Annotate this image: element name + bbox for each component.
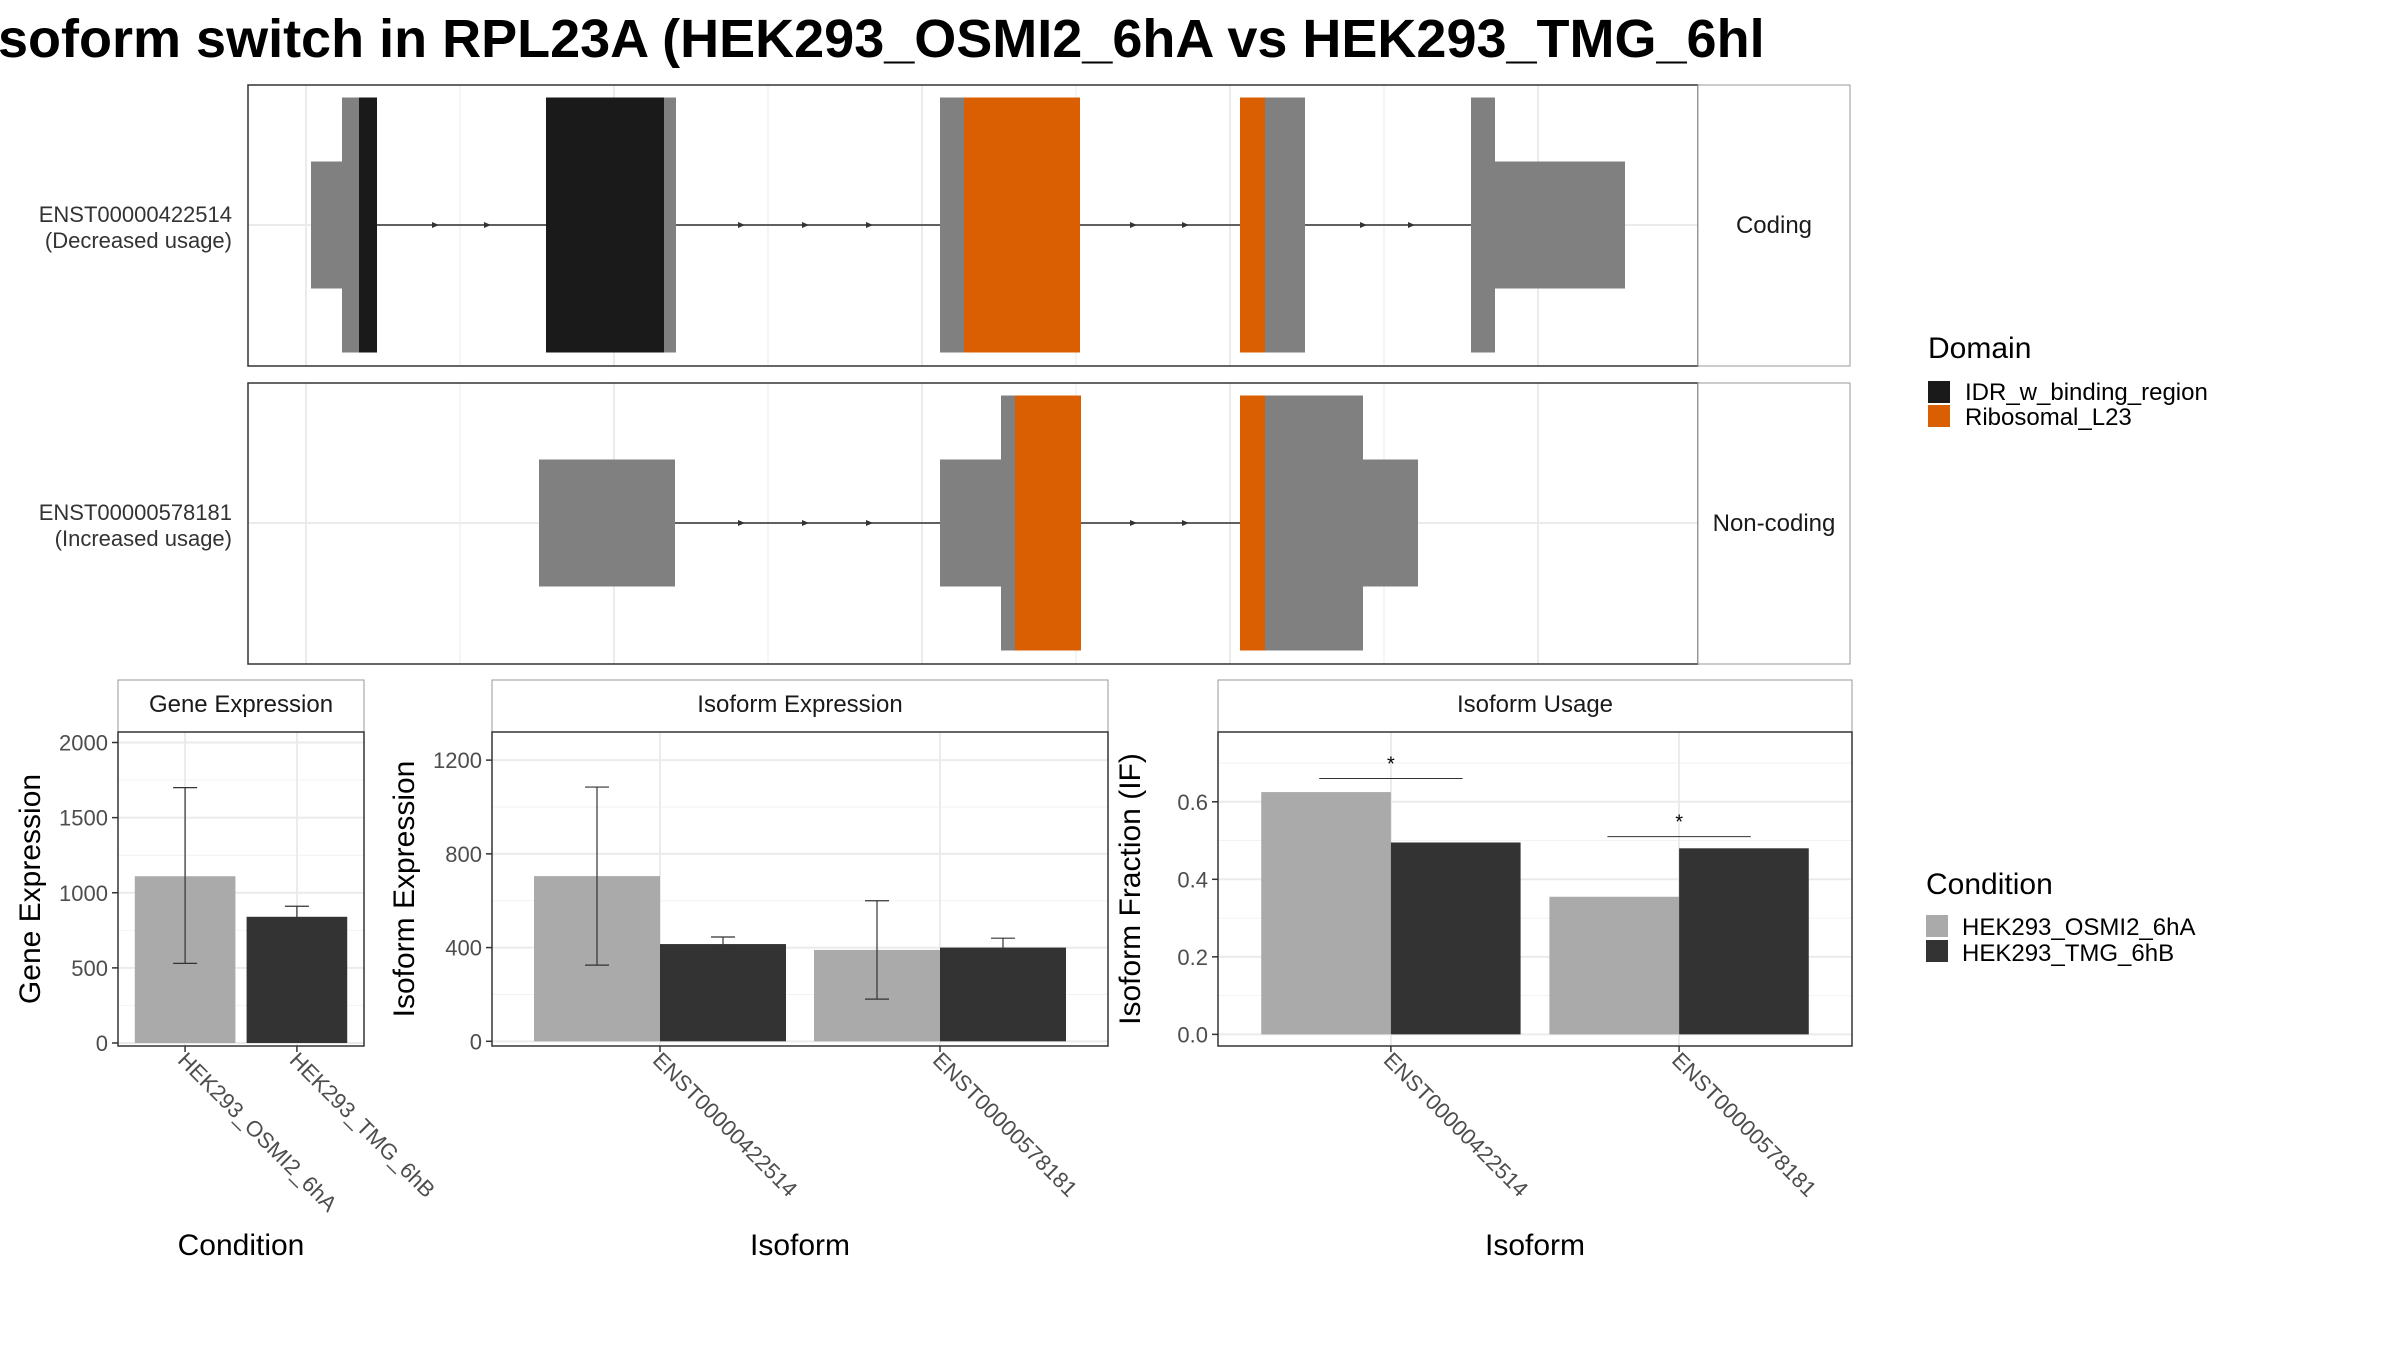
direction-arrow [866, 520, 873, 526]
legend-swatch-cond-b [1926, 940, 1948, 962]
transcript-label-0: ENST00000422514 [39, 202, 232, 227]
facet-strip [117, 679, 365, 733]
bar [1261, 792, 1391, 1035]
significance-label: * [1387, 754, 1395, 776]
facet-label-noncoding: Non-coding [1713, 510, 1836, 537]
direction-arrow [738, 222, 745, 228]
chart-isoform-usage: Isoform Usage * * 0.0 0.2 0.4 0.6 ENST000004225… [1114, 679, 1853, 1262]
direction-arrow [802, 222, 809, 228]
y-tick-label: 0.2 [1177, 945, 1208, 970]
direction-arrow [802, 520, 809, 526]
condition-legend: Condition HEK293_OSMI2_6hA HEK293_TMG_6h… [1926, 868, 2195, 967]
legend-swatch-cond-a [1926, 915, 1948, 937]
x-axis-title: Isoform [750, 1229, 850, 1262]
legend-swatch-idr [1928, 381, 1950, 403]
condition-legend-title: Condition [1926, 868, 2053, 901]
domain-legend: Domain IDR_w_binding_region Ribosomal_L2… [1928, 332, 2208, 431]
chart-isoform-expression: Isoform Expression 0 400 800 1200 ENST0000042… [388, 679, 1109, 1262]
direction-arrow [866, 222, 873, 228]
direction-arrow [1360, 222, 1367, 228]
y-tick-label: 1200 [433, 748, 482, 773]
legend-label-cond-a: HEK293_OSMI2_6hA [1962, 914, 2195, 941]
y-tick-label: 1500 [59, 806, 108, 831]
idr-domain-block [359, 97, 377, 353]
chart-title: Isoform Usage [1457, 691, 1613, 718]
direction-arrow [738, 520, 745, 526]
figure-title: ne isoform switch in RPL23A (HEK293_OSMI… [0, 9, 1765, 69]
x-axis-title: Condition [178, 1229, 305, 1262]
transcript-label-1: ENST00000578181 [39, 500, 232, 525]
y-tick-label: 0.6 [1177, 790, 1208, 815]
bar [1679, 848, 1809, 1035]
legend-label-idr: IDR_w_binding_region [1965, 379, 2208, 406]
y-tick-label: 400 [445, 936, 482, 961]
x-tick-label: ENST00000578181 [928, 1047, 1082, 1201]
bar [660, 944, 786, 1042]
transcript-usage-0: (Decreased usage) [45, 228, 232, 253]
x-axis-title: Isoform [1485, 1229, 1585, 1262]
structure-panel-noncoding [247, 382, 1699, 665]
facet-strip-noncoding [1697, 382, 1851, 665]
x-tick-label: ENST00000578181 [1667, 1047, 1821, 1201]
facet-strip [491, 679, 1109, 733]
exon-block [1471, 97, 1495, 353]
panel-border [117, 731, 365, 1047]
y-axis-title: Isoform Fraction (IF) [1114, 753, 1147, 1025]
utr-block [539, 459, 675, 587]
bar [246, 916, 348, 1043]
legend-label-cond-b: HEK293_TMG_6hB [1962, 940, 2174, 967]
facet-strip [1217, 679, 1853, 733]
y-tick-label: 1000 [59, 881, 108, 906]
exon-block [342, 97, 360, 353]
exon-block [1265, 97, 1305, 353]
direction-arrow [1182, 222, 1189, 228]
exon-block [664, 97, 676, 353]
ribosomal-domain-block [1240, 97, 1265, 353]
y-axis-title: Gene Expression [14, 774, 47, 1004]
facet-strip-coding [1697, 84, 1851, 367]
structure-panel-coding [247, 84, 1699, 367]
idr-domain-block [546, 97, 664, 353]
direction-arrow [1130, 222, 1137, 228]
domain-legend-title: Domain [1928, 332, 2031, 365]
x-tick-label: ENST00000422514 [648, 1047, 802, 1201]
bar [1390, 842, 1521, 1035]
panel-border [1217, 731, 1853, 1047]
x-tick-label: ENST00000422514 [1379, 1047, 1533, 1201]
y-tick-label: 0 [470, 1029, 482, 1054]
transcript-usage-1: (Increased usage) [55, 526, 232, 551]
exon-block [1001, 395, 1015, 651]
direction-arrow [1130, 520, 1137, 526]
utr-block [1363, 459, 1418, 587]
panel-border [491, 731, 1109, 1047]
ribosomal-domain-block [1240, 395, 1265, 651]
direction-arrow [1182, 520, 1189, 526]
direction-arrow [1408, 222, 1415, 228]
legend-swatch-ribosomal [1928, 405, 1950, 427]
exon-block [940, 97, 964, 353]
y-tick-label: 800 [445, 842, 482, 867]
legend-label-ribosomal: Ribosomal_L23 [1965, 404, 2132, 431]
chart-title: Gene Expression [149, 691, 333, 718]
y-tick-label: 0.0 [1177, 1022, 1208, 1047]
bar [1549, 896, 1680, 1035]
y-tick-label: 0.4 [1177, 867, 1208, 892]
direction-arrow [484, 222, 491, 228]
chart-title: Isoform Expression [697, 691, 902, 718]
significance-label: * [1675, 812, 1683, 834]
facet-label-coding: Coding [1736, 212, 1812, 239]
utr-block [1495, 161, 1625, 289]
y-tick-label: 2000 [59, 731, 108, 756]
ribosomal-domain-block [964, 97, 1080, 353]
chart-gene-expression: Gene Expression0500100015002000HEK293_OS… [14, 679, 440, 1262]
ribosomal-domain-block [1015, 395, 1081, 651]
bar [940, 947, 1066, 1042]
y-tick-label: 500 [71, 956, 108, 981]
exon-block [1265, 395, 1363, 651]
y-axis-title: Isoform Expression [388, 761, 421, 1018]
y-tick-label: 0 [96, 1031, 108, 1056]
direction-arrow [432, 222, 439, 228]
